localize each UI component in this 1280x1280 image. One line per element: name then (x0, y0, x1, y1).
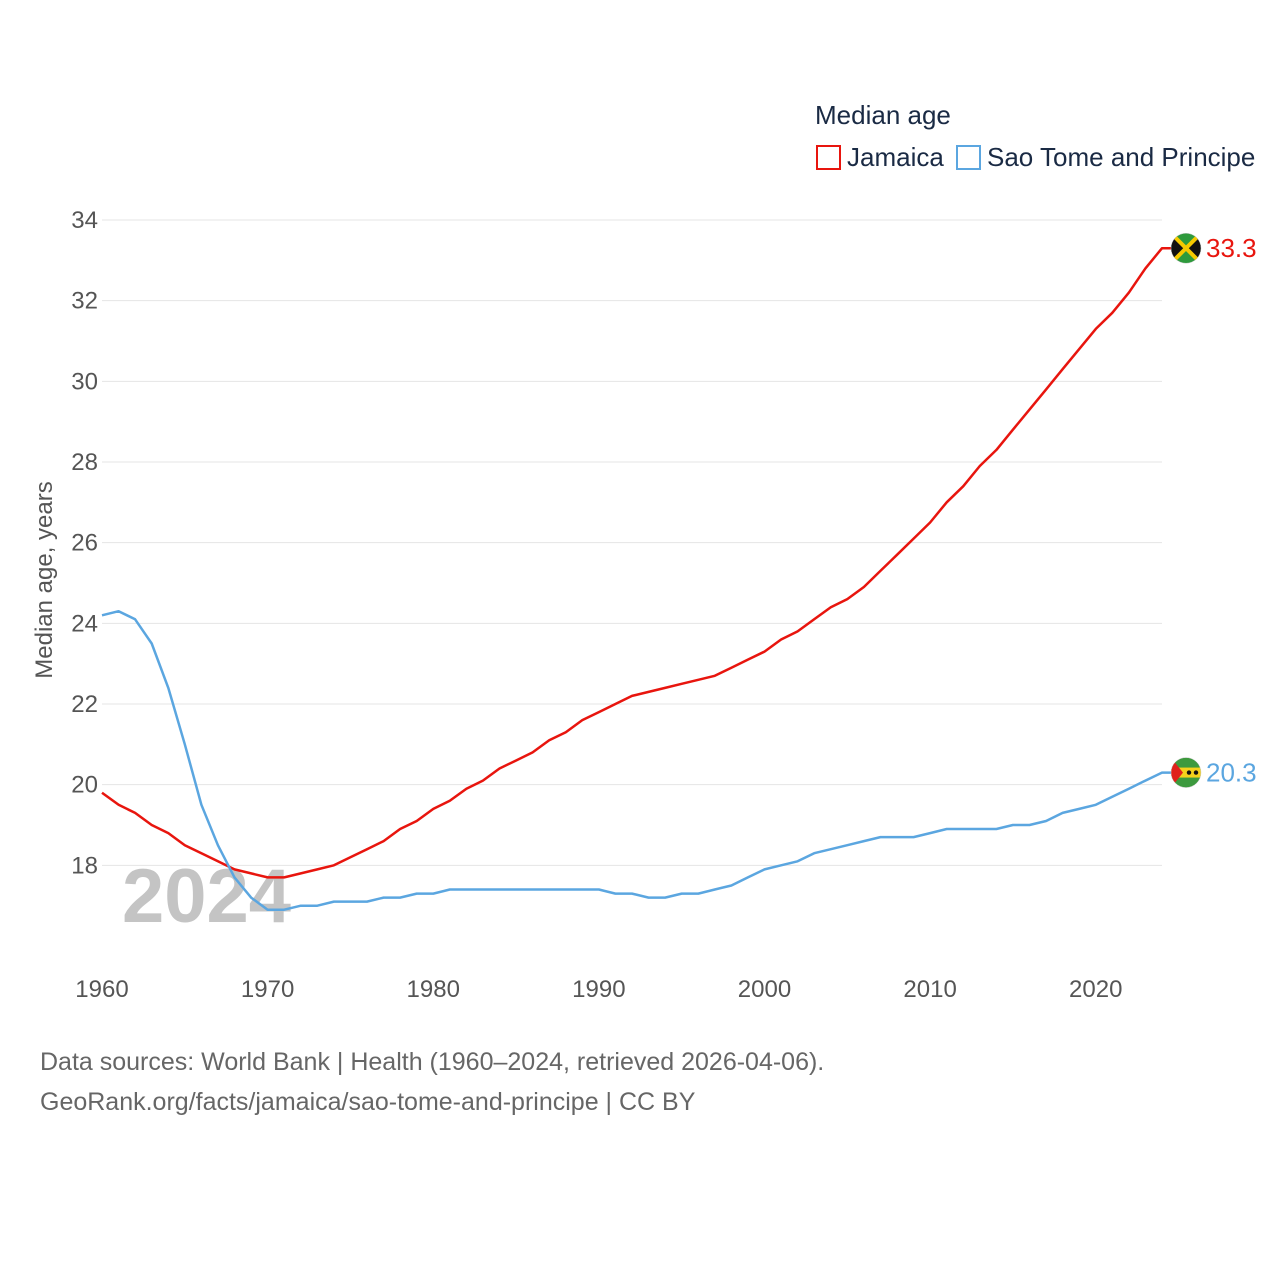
x-tick-label: 1960 (75, 976, 128, 1003)
x-tick-label: 2010 (903, 976, 956, 1003)
source-note: Data sources: World Bank | Health (1960–… (40, 1042, 824, 1122)
y-tick-label: 34 (71, 207, 98, 234)
end-value-label-1: 20.3 (1206, 758, 1257, 788)
source-line-2[interactable]: GeoRank.org/facts/jamaica/sao-tome-and-p… (40, 1088, 696, 1116)
legend-title: Median age (815, 100, 951, 130)
legend-swatch-sao-tome (956, 145, 981, 170)
y-tick-label: 28 (71, 449, 98, 476)
series-lines (101, 246, 1172, 911)
grid-lines (102, 219, 1162, 866)
x-tick-label: 2020 (1069, 976, 1122, 1003)
y-tick-label: 26 (71, 530, 98, 557)
legend-swatch-jamaica (816, 145, 841, 170)
y-tick-label: 18 (71, 852, 98, 879)
y-tick-label: 32 (71, 288, 98, 315)
series-line-1 (101, 609, 1172, 911)
y-axis-label: Median age, years (31, 481, 58, 678)
x-tick-label: 1970 (241, 976, 294, 1003)
year-watermark: 2024 (122, 854, 291, 939)
y-tick-label: 22 (71, 691, 98, 718)
legend-label-sao-tome: Sao Tome and Principe (987, 142, 1255, 172)
jamaica-flag-icon (1170, 232, 1202, 264)
x-tick-label: 1980 (407, 976, 460, 1003)
x-tick-label: 1990 (572, 976, 625, 1003)
x-axis-ticks: 1960 1970 1980 1990 2000 2010 2020 (75, 976, 1122, 1003)
x-tick-label: 2000 (738, 976, 791, 1003)
sao-tome-flag-icon (1170, 757, 1202, 788)
source-line-1: Data sources: World Bank | Health (1960–… (40, 1048, 825, 1076)
y-axis-ticks: 18 20 22 24 26 28 30 32 34 (71, 207, 98, 879)
y-tick-label: 24 (71, 610, 98, 637)
y-tick-label: 30 (71, 368, 98, 395)
y-tick-label: 20 (71, 772, 98, 799)
end-labels: 33.3 20.3 (1170, 232, 1257, 788)
series-line-0 (101, 246, 1172, 879)
legend-label-jamaica: Jamaica (847, 142, 944, 172)
end-value-label-0: 33.3 (1206, 233, 1257, 263)
